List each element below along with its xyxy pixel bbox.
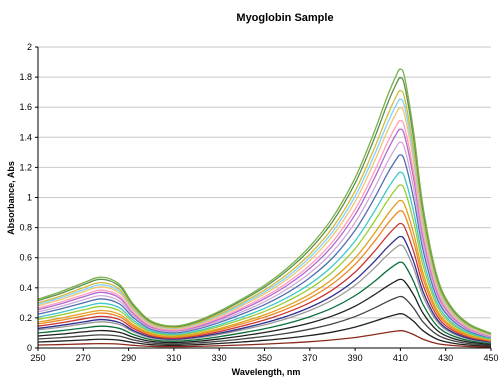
y-tick-labels: 0 0.2 0.4 0.6 0.8 1 1.2 1.4 1.6 1.8 2 (19, 42, 38, 353)
series-line-1 (37, 330, 492, 348)
series-line-20 (37, 77, 492, 335)
y-tick-label: 0.6 (19, 253, 32, 263)
series-line-15 (37, 128, 492, 338)
series-line-17 (37, 107, 492, 336)
x-tick-label: 350 (257, 353, 272, 363)
gridlines (38, 46, 491, 349)
x-tick-label: 430 (438, 353, 453, 363)
series-line-21 (37, 68, 492, 334)
series-line-8 (37, 222, 492, 343)
y-tick-label: 0.8 (19, 223, 32, 233)
y-tick-label: 2 (27, 42, 32, 52)
series-line-12 (37, 171, 492, 340)
series-line-13 (37, 154, 492, 339)
y-tick-label: 1.6 (19, 102, 32, 112)
y-tick-label: 1 (27, 193, 32, 203)
series-lines (37, 68, 492, 348)
x-tick-label: 450 (483, 353, 498, 363)
y-tick-label: 1.2 (19, 162, 32, 172)
x-tick-label: 290 (121, 353, 136, 363)
x-tick-label: 270 (76, 353, 91, 363)
y-tick-label: 0.2 (19, 313, 32, 323)
series-line-18 (37, 98, 492, 336)
series-line-3 (37, 295, 492, 346)
x-tick-label: 410 (393, 353, 408, 363)
x-tick-label: 250 (30, 353, 45, 363)
series-line-6 (37, 244, 492, 344)
x-tick-label: 330 (212, 353, 227, 363)
series-line-5 (37, 261, 492, 345)
series-line-16 (37, 119, 492, 337)
series-line-14 (37, 141, 492, 338)
y-tick-label: 0 (27, 343, 32, 353)
y-axis-label: Absorbance, Abs (6, 161, 16, 235)
series-line-10 (37, 199, 492, 341)
x-tick-label: 310 (166, 353, 181, 363)
x-axis-label: Wavelength, nm (232, 367, 301, 377)
y-tick-label: 1.8 (19, 72, 32, 82)
x-tick-label: 370 (302, 353, 317, 363)
x-tick-label: 390 (348, 353, 363, 363)
y-tick-label: 0.4 (19, 283, 32, 293)
y-tick-label: 1.4 (19, 132, 32, 142)
series-line-4 (37, 278, 492, 346)
chart-title: Myoglobin Sample (236, 12, 333, 24)
series-line-11 (37, 184, 492, 341)
series-line-9 (37, 210, 492, 342)
series-line-2 (37, 313, 492, 347)
x-tick-labels: 250 270 290 310 330 350 370 390 410 430 450 (30, 348, 499, 363)
series-line-7 (37, 235, 492, 343)
series-line-19 (37, 89, 492, 336)
